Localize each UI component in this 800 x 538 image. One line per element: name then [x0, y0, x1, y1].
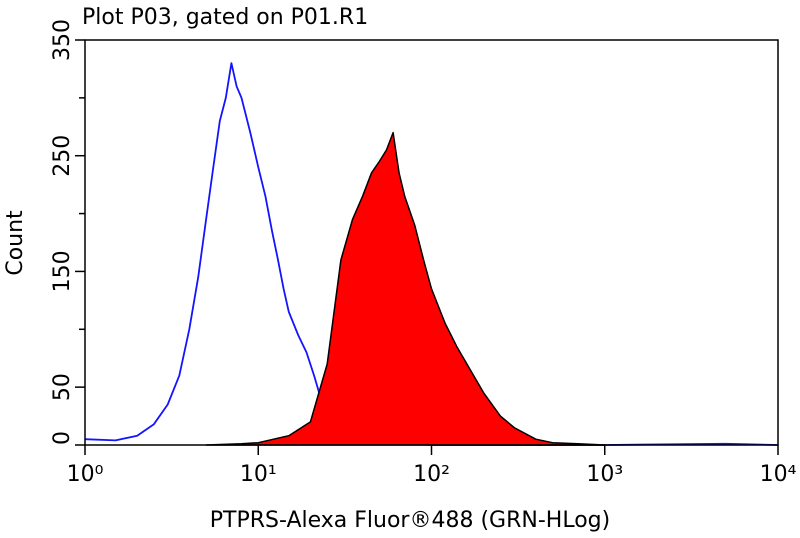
- x-tick-label: 10⁴: [760, 462, 797, 487]
- chart-title: Plot P03, gated on P01.R1: [82, 5, 368, 30]
- histogram-area: [205, 131, 606, 446]
- y-axis-label: Count: [3, 210, 28, 276]
- x-tick-label: 10²: [413, 462, 450, 487]
- x-axis-label: PTPRS-Alexa Fluor®488 (GRN-HLog): [210, 508, 610, 533]
- y-tick-label: 150: [50, 250, 75, 292]
- x-tick-label: 10³: [586, 462, 623, 487]
- y-tick-label: 0: [50, 431, 75, 445]
- x-tick-label: 10¹: [240, 462, 277, 487]
- x-tick-label: 10⁰: [67, 462, 104, 487]
- y-tick-label: 250: [50, 135, 75, 177]
- y-tick-label: 50: [50, 373, 75, 401]
- y-tick-label: 350: [50, 19, 75, 61]
